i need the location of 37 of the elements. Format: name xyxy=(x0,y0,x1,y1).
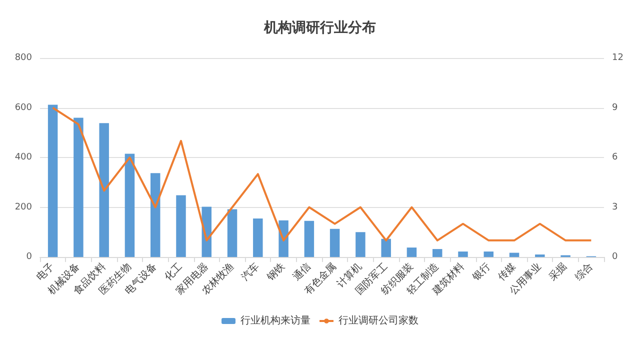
bar xyxy=(509,252,520,257)
bar xyxy=(406,248,417,257)
bar xyxy=(484,252,494,257)
x-tick-label: 综合 xyxy=(572,260,596,284)
y-tick-label: 400 xyxy=(14,152,32,162)
bar xyxy=(330,228,340,257)
x-tick-label: 银行 xyxy=(470,261,493,284)
legend-label: 行业调研公司家数 xyxy=(338,314,418,326)
y2-tick-label: 9 xyxy=(612,102,618,113)
line-series xyxy=(52,106,592,242)
bar xyxy=(227,209,238,257)
x-tick-label: 采掘 xyxy=(546,260,570,284)
y-tick-label: 0 xyxy=(26,252,32,262)
y2-tick-label: 3 xyxy=(612,202,618,212)
chart-title: 机构调研行业分布 xyxy=(263,20,376,36)
bar xyxy=(458,252,468,257)
bar xyxy=(381,238,391,257)
y-tick-label: 600 xyxy=(14,102,32,113)
legend-label: 行业机构来访量 xyxy=(240,314,310,326)
bar xyxy=(304,220,314,257)
bar xyxy=(74,118,84,257)
y2-tick-label: 12 xyxy=(612,53,624,63)
bar xyxy=(48,104,58,257)
bar xyxy=(356,232,366,257)
x-tick-label: 汽车 xyxy=(239,260,262,284)
bar xyxy=(432,249,442,257)
y2-tick-label: 0 xyxy=(612,252,618,262)
bar xyxy=(150,173,160,257)
y2-tick-label: 6 xyxy=(612,152,618,162)
x-tick-label: 钢铁 xyxy=(264,260,288,284)
bar xyxy=(99,123,109,257)
bar xyxy=(124,154,135,257)
y-tick-label: 200 xyxy=(14,202,32,212)
y-tick-label: 800 xyxy=(14,53,32,63)
bar xyxy=(176,195,186,257)
bar xyxy=(253,218,263,257)
x-tick-label: 通信 xyxy=(290,260,314,284)
